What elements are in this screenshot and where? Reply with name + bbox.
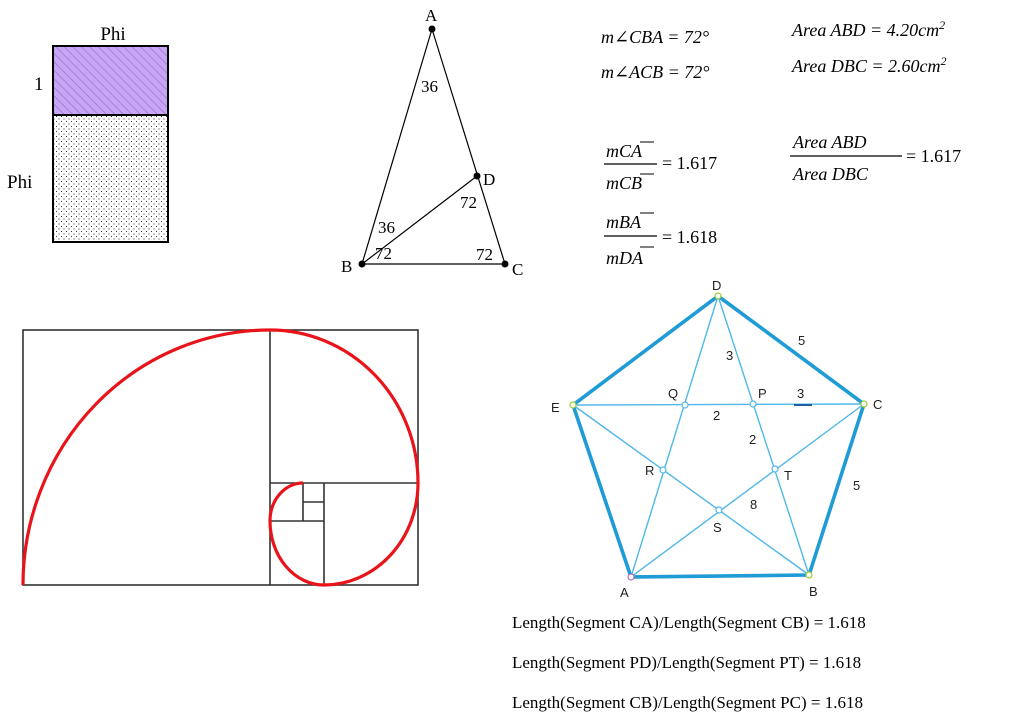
ratio2-numerator: mBA [606,212,642,232]
diagonal-eb [572,404,810,576]
triangle-labels: A B C D 36 36 72 72 72 [341,6,523,279]
pent-label-c: C [873,397,882,412]
pentagon-outline [570,293,867,579]
pent-label-q: Q [668,386,678,401]
golden-triangle [361,26,506,265]
vertex-label-d: D [483,170,495,189]
vertex-label-b: B [341,257,352,276]
pentagram [572,295,865,578]
angle-d-label: 72 [460,193,477,212]
point-d [473,172,481,180]
pent-label-p: P [758,386,767,401]
segment-dc-length: 5 [798,333,805,348]
point-b [358,260,366,268]
rect-top-label: Phi [100,24,125,45]
ratio2-denominator: mDA [606,248,644,268]
segment-bd [361,175,478,265]
outer-rectangle [22,329,419,586]
diagonal-db [717,295,810,576]
point-d-marker [714,292,722,300]
pent-label-t: T [784,468,792,483]
ratio1-value: = 1.617 [662,153,717,173]
ratio1-numerator: mCA [606,141,643,161]
pent-label-r: R [645,463,654,478]
point-e-marker [569,401,577,409]
pentagon-labels: D C B A E P Q R S T 5 5 3 3 2 2 8 [551,278,882,600]
length-ratio-3: Length(Segment CB)/Length(Segment PC) = … [512,693,863,712]
pent-label-e: E [551,400,560,415]
segment-cb-length: 5 [853,478,860,493]
ratio3-denominator: Area DBC [792,164,869,184]
diagonal-ec [572,403,865,406]
point-c [501,260,509,268]
ratio3-numerator: Area ABD [792,132,867,152]
triangle-points [358,25,509,268]
point-a [428,25,436,33]
measurements: m∠CBA = 72° m∠ACB = 72° Area ABD = 4.20c… [601,18,961,268]
angle-acb-measure: m∠ACB = 72° [601,62,709,82]
golden-rectangle: Phi 1 Phi [7,24,169,243]
ratio3-value: = 1.617 [906,146,961,166]
point-q-marker [681,401,689,409]
length-ratios: Length(Segment CA)/Length(Segment CB) = … [512,613,866,712]
pentagon-points [569,292,868,581]
point-b-marker [805,571,813,579]
angle-a-label: 36 [421,77,438,96]
segment-pc-length: 3 [797,386,804,401]
rect-side-small-label: 1 [34,74,44,95]
square-one-region [52,45,169,116]
pent-label-s: S [713,520,722,535]
vertex-label-c: C [512,260,523,279]
phi-region [52,114,169,243]
diagonal-da [630,295,719,578]
segment-dp-length: 3 [726,348,733,363]
area-dbc-measure: Area DBC = 2.60cm2 [791,54,946,76]
segment-center-length: 8 [750,497,757,512]
vertex-label-a: A [425,6,438,25]
segment-pt-length: 2 [749,432,756,447]
angle-cba-measure: m∠CBA = 72° [601,27,709,47]
point-s-marker [715,506,723,514]
angle-b-lower-label: 72 [375,244,392,263]
angle-b-upper-label: 36 [378,218,395,237]
pent-label-b: B [809,584,818,599]
golden-spiral-curve [21,328,420,587]
point-t-marker [771,465,779,473]
area-abd-measure: Area ABD = 4.20cm2 [791,18,945,40]
pent-label-a: A [620,585,629,600]
point-c-marker [860,400,868,408]
rect-side-large-label: Phi [7,172,32,193]
point-r-marker [659,466,667,474]
length-ratio-1: Length(Segment CA)/Length(Segment CB) = … [512,613,866,632]
pentagon-figure: D C B A E P Q R S T 5 5 3 3 2 2 8 [551,278,882,600]
ratio1-denominator: mCB [606,173,642,193]
triangle-abc [361,26,506,265]
point-p-marker [749,400,757,408]
segment-qp-length: 2 [713,408,720,423]
length-ratio-2: Length(Segment PD)/Length(Segment PT) = … [512,653,861,672]
angle-c-label: 72 [476,245,493,264]
golden-spiral-figure [22,329,419,586]
diagonal-ca [630,403,865,578]
point-a-marker [627,573,635,581]
ratio2-value: = 1.618 [662,227,717,247]
pent-label-d: D [712,278,721,293]
